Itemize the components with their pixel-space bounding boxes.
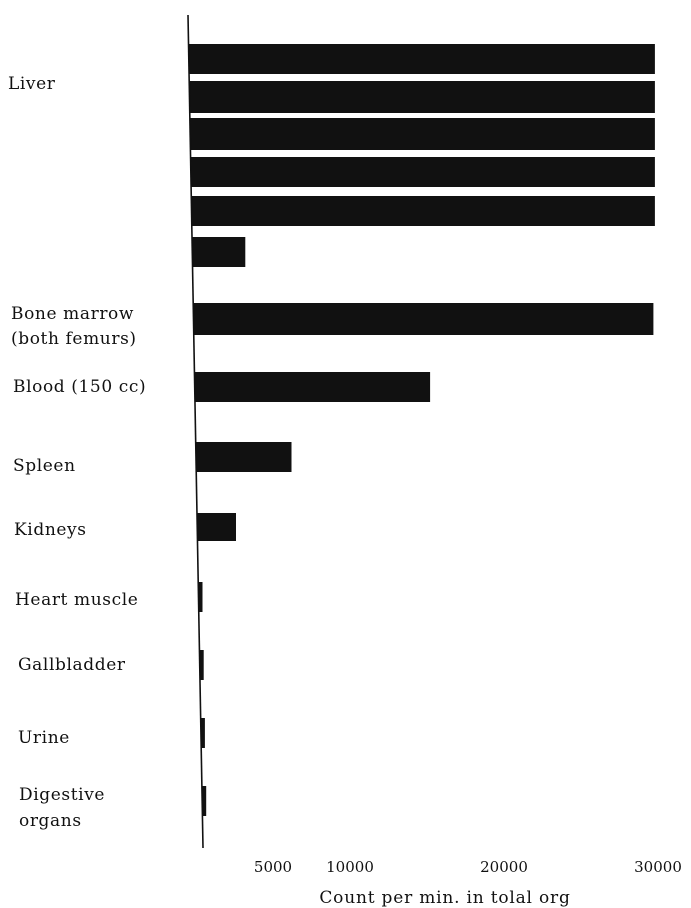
- category-label-urine: Urine: [18, 728, 70, 748]
- bar-liver-1: [188, 44, 655, 74]
- bar-spleen-1: [196, 442, 292, 472]
- category-label-blood-150-cc: Blood (150 cc): [13, 377, 146, 397]
- bar-liver-4: [190, 157, 655, 187]
- bar-heart-muscle-1: [198, 582, 203, 612]
- x-tick-labels: 5000 10000 20000 30000: [254, 858, 682, 876]
- category-label-digestive: Digestive: [19, 785, 105, 805]
- bar-liver-2: [189, 81, 655, 113]
- x-tick-label-30000: 30000: [634, 858, 682, 876]
- y-axis-line: [187, 14, 204, 849]
- bar-urine-1: [200, 718, 205, 748]
- bar-bone-marrow-1: [193, 303, 654, 335]
- bar-gallbladder-1: [199, 650, 204, 680]
- category-label-organs: organs: [19, 811, 82, 831]
- bar-blood-150-cc--1: [194, 372, 431, 402]
- bar-liver-5: [191, 196, 655, 226]
- category-label-liver: Liver: [8, 74, 56, 94]
- bar-kidneys-1: [197, 513, 236, 541]
- x-tick-label-20000: 20000: [480, 858, 528, 876]
- x-axis-label: Count per min. in tolal org: [319, 888, 570, 908]
- bar-liver-6: [192, 237, 246, 267]
- axes-group: [187, 14, 204, 849]
- bar-digestive-1: [202, 786, 207, 816]
- x-tick-label-5000: 5000: [254, 858, 292, 876]
- category-label-heart-muscle: Heart muscle: [15, 590, 138, 610]
- x-tick-label-10000: 10000: [326, 858, 374, 876]
- category-label-both-femurs: (both femurs): [11, 329, 137, 349]
- category-labels: Liver Bone marrow (both femurs) Blood (150 …: [8, 74, 146, 831]
- category-label-bone-marrow: Bone marrow: [11, 304, 134, 324]
- bars-group: [188, 44, 655, 816]
- category-label-gallbladder: Gallbladder: [18, 655, 126, 675]
- category-label-kidneys: Kidneys: [14, 520, 87, 540]
- category-label-spleen: Spleen: [13, 456, 76, 476]
- bar-liver-3: [190, 118, 655, 150]
